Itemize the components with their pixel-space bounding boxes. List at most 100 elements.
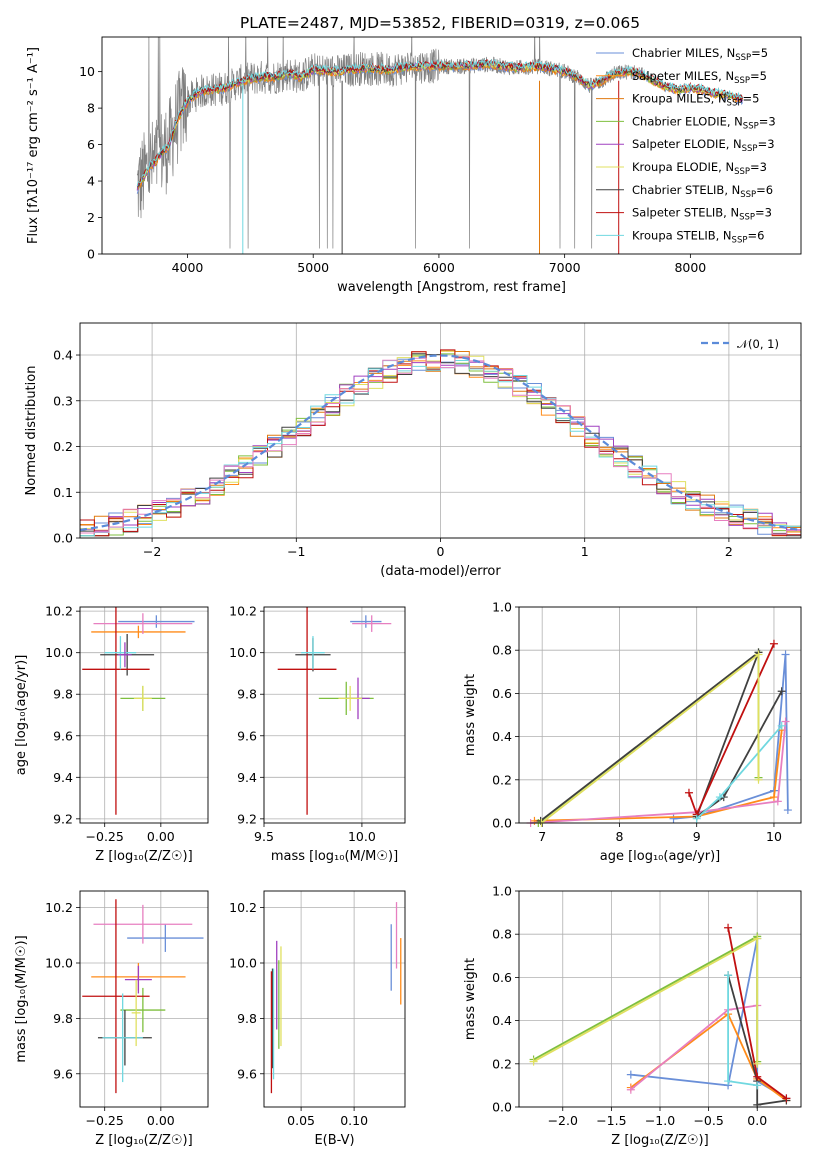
legend-label: 𝒩(0, 1) bbox=[737, 337, 779, 351]
y-tick-label: 0.0 bbox=[53, 531, 73, 546]
y-tick-label: 10.0 bbox=[45, 956, 73, 971]
x-tick-label: 5000 bbox=[297, 260, 329, 275]
mass-weight-marker bbox=[753, 934, 762, 943]
mass-weight-marker bbox=[724, 1077, 733, 1086]
legend-label: Kroupa STELIB, NSSP=6 bbox=[632, 228, 764, 245]
x-axis-label: mass [log₁₀(M/M☉)] bbox=[271, 849, 398, 864]
panel-mass-vs-Z: −0.25 0.00 9.6 9.8 10.0 10.2 Z [log₁₀(Z/Z☉)] ma… bbox=[14, 890, 209, 1148]
x-tick-label: 8000 bbox=[674, 260, 706, 275]
y-tick-label: 10.2 bbox=[45, 604, 73, 619]
x-tick-label: −0.5 bbox=[693, 1113, 723, 1128]
y-tick-label: 9.6 bbox=[237, 728, 257, 743]
y-tick-label: 8 bbox=[87, 101, 95, 116]
y-tick-label: 9.8 bbox=[237, 687, 257, 702]
x-tick-label: 8 bbox=[615, 829, 623, 844]
y-tick-label: 0.2 bbox=[53, 439, 73, 454]
legend-label: Salpeter MILES, NSSP=5 bbox=[632, 69, 767, 86]
mass-weight-line bbox=[534, 729, 783, 822]
y-tick-label: 9.2 bbox=[53, 811, 73, 826]
axes-frame bbox=[101, 36, 802, 255]
x-tick-label: 7000 bbox=[549, 260, 581, 275]
legend-label: Salpeter ELODIE, NSSP=3 bbox=[632, 137, 775, 154]
y-tick-label: 0.6 bbox=[492, 686, 512, 701]
y-tick-label: 1.0 bbox=[492, 884, 512, 899]
x-tick-label: 0 bbox=[437, 544, 445, 559]
legend-label: Kroupa ELODIE, NSSP=3 bbox=[632, 160, 767, 177]
mass-weight-marker bbox=[777, 687, 786, 696]
x-tick-label: 0.10 bbox=[340, 1113, 368, 1128]
y-tick-label: 0.4 bbox=[53, 348, 73, 363]
mass-weight-marker bbox=[715, 793, 724, 802]
y-axis-label: mass weight bbox=[463, 958, 478, 1040]
errorbar-plot-area bbox=[82, 899, 204, 1094]
x-tick-label: −2 bbox=[143, 544, 161, 559]
panel-age-vs-Z: −0.25 0.00 9.2 9.4 9.6 9.8 10.0 10.2 Z [log₁₀(Z/… bbox=[14, 604, 209, 864]
y-tick-label: 9.4 bbox=[53, 770, 73, 785]
legend-label: Chabrier ELODIE, NSSP=3 bbox=[632, 114, 776, 131]
axes-frame bbox=[79, 606, 209, 824]
y-tick-label: 0.1 bbox=[53, 485, 73, 500]
x-tick-label: 9.5 bbox=[254, 829, 274, 844]
y-tick-label: 10 bbox=[79, 64, 95, 79]
mass-weight-marker bbox=[692, 814, 701, 823]
y-tick-label: 0.0 bbox=[492, 816, 512, 831]
mass-weight-marker bbox=[684, 788, 693, 797]
y-tick-label: 10.2 bbox=[229, 604, 257, 619]
y-axis-label: age [log₁₀(age/yr)] bbox=[14, 655, 29, 776]
y-tick-label: 10.0 bbox=[229, 645, 257, 660]
y-tick-label: 10.2 bbox=[45, 900, 73, 915]
mass-weight-marker bbox=[769, 639, 778, 648]
y-tick-label: 2 bbox=[87, 210, 95, 225]
x-tick-label: 1 bbox=[581, 544, 589, 559]
y-tick-label: 0.8 bbox=[492, 927, 512, 942]
x-tick-label: −0.25 bbox=[86, 829, 124, 844]
y-axis-label: Normed distribution bbox=[24, 366, 39, 496]
mass-weight-line bbox=[533, 936, 759, 1064]
errorbar-plot-area bbox=[82, 607, 195, 815]
y-tick-label: 0.4 bbox=[492, 729, 512, 744]
mass-weight-marker bbox=[783, 806, 792, 815]
x-tick-label: −1.0 bbox=[645, 1113, 675, 1128]
x-axis-label: wavelength [Angstrom, rest frame] bbox=[337, 280, 566, 295]
y-tick-label: 10.2 bbox=[229, 900, 257, 915]
panel-age-vs-mass: 9.5 10.0 9.2 9.4 9.6 9.8 10.0 10.2 mass [log₁₀(M… bbox=[229, 604, 406, 864]
legend-label: Kroupa MILES, NSSP=5 bbox=[632, 92, 759, 109]
mass-weight-marker bbox=[773, 797, 782, 806]
x-axis-label: E(B-V) bbox=[314, 1133, 354, 1148]
normal-reference-curve bbox=[80, 354, 801, 532]
axes-frame bbox=[263, 890, 406, 1108]
mass-weight-marker bbox=[782, 1094, 791, 1103]
y-tick-label: 9.8 bbox=[53, 687, 73, 702]
x-tick-label: 9 bbox=[693, 829, 701, 844]
y-axis-label: mass weight bbox=[463, 674, 478, 756]
y-axis-label: mass [log₁₀(M/M☉)] bbox=[14, 935, 29, 1062]
mass-weight-marker bbox=[781, 650, 790, 659]
spectrum-model-line bbox=[136, 58, 743, 187]
mass-weight-marker bbox=[754, 650, 763, 659]
y-tick-label: 0.8 bbox=[492, 643, 512, 658]
panel-massweight-vs-Z: −2.0 −1.5 −1.0 −0.5 0.0 0.0 0.2 0.4 0.6 0.8 1.0 Z [… bbox=[463, 884, 802, 1148]
y-tick-label: 10.0 bbox=[229, 956, 257, 971]
panel-spectrum: 4000 5000 6000 7000 8000 0 2 4 6 8 10 wavelength [A… bbox=[26, 36, 802, 295]
spectrum-model-line bbox=[137, 58, 744, 185]
axes-frame bbox=[79, 890, 209, 1108]
y-tick-label: 1.0 bbox=[492, 600, 512, 615]
x-tick-label: −1 bbox=[287, 544, 305, 559]
mass-weight-marker bbox=[753, 1100, 762, 1109]
mass-weight-line bbox=[727, 974, 787, 1106]
figure-title: PLATE=2487, MJD=53852, FIBERID=0319, z=0… bbox=[240, 14, 640, 32]
y-tick-label: 10.0 bbox=[45, 645, 73, 660]
mass-weight-marker bbox=[781, 717, 790, 726]
mass-weight-marker bbox=[753, 1081, 762, 1090]
mass-weight-line bbox=[530, 721, 787, 824]
mass-weight-marker bbox=[529, 1057, 538, 1066]
x-tick-label: 0.00 bbox=[147, 829, 175, 844]
x-axis-label: age [log₁₀(age/yr)] bbox=[600, 849, 721, 864]
y-tick-label: 9.6 bbox=[237, 1066, 257, 1081]
y-tick-label: 9.2 bbox=[237, 811, 257, 826]
y-tick-label: 9.8 bbox=[53, 1011, 73, 1026]
y-tick-label: 9.4 bbox=[237, 770, 257, 785]
mass-weight-marker bbox=[753, 1072, 762, 1081]
x-tick-label: −1.5 bbox=[596, 1113, 626, 1128]
axes-frame bbox=[79, 322, 802, 539]
